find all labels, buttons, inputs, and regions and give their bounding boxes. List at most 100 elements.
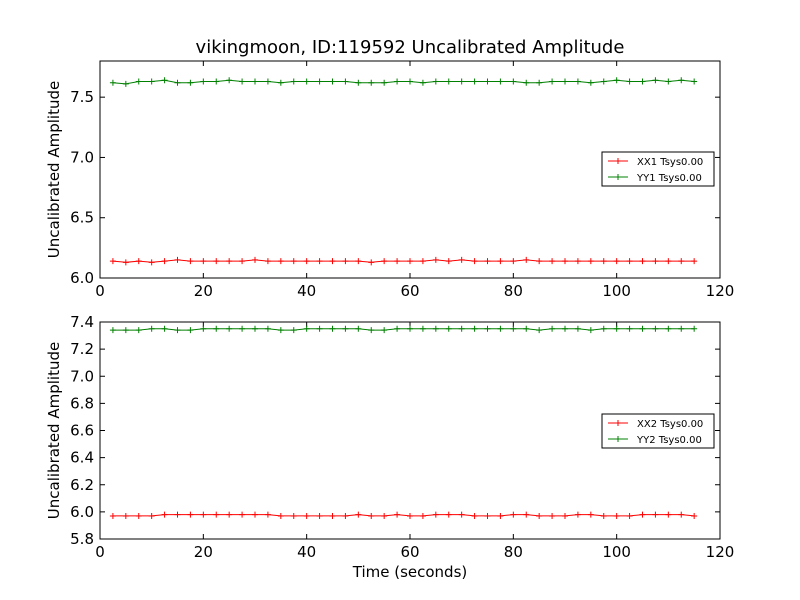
data-point bbox=[652, 258, 659, 265]
data-point bbox=[678, 77, 685, 84]
data-point bbox=[523, 325, 530, 332]
data-point bbox=[432, 511, 439, 518]
x-tick-label: 80 bbox=[504, 543, 523, 561]
data-point bbox=[458, 78, 465, 85]
data-point bbox=[536, 258, 543, 265]
data-point bbox=[148, 512, 155, 519]
data-point bbox=[484, 258, 491, 265]
data-point bbox=[510, 325, 517, 332]
data-point bbox=[600, 512, 607, 519]
data-point bbox=[200, 511, 207, 518]
data-point bbox=[471, 325, 478, 332]
data-point bbox=[613, 325, 620, 332]
data-point bbox=[574, 325, 581, 332]
data-point bbox=[600, 325, 607, 332]
subplot-1: vikingmoon, ID:119592 Uncalibrated Ampli… bbox=[45, 37, 734, 300]
y-tick-label: 6.0 bbox=[70, 269, 94, 287]
y-tick-label: 7.4 bbox=[70, 313, 94, 331]
y-axis-label: Uncalibrated Amplitude bbox=[45, 81, 63, 258]
data-point bbox=[303, 512, 310, 519]
data-point bbox=[523, 511, 530, 518]
legend-marker bbox=[615, 436, 621, 442]
data-point bbox=[445, 78, 452, 85]
data-point bbox=[290, 512, 297, 519]
data-point bbox=[471, 78, 478, 85]
data-point bbox=[342, 512, 349, 519]
data-point bbox=[252, 78, 258, 85]
data-point bbox=[665, 78, 672, 85]
data-point bbox=[174, 511, 181, 518]
y-tick-label: 7.5 bbox=[70, 88, 94, 106]
data-point bbox=[510, 511, 517, 518]
data-point bbox=[148, 325, 155, 332]
data-point bbox=[329, 512, 336, 519]
data-point bbox=[678, 325, 685, 332]
subplot-2: 0 20 40 60 80 100 120 5.8 6.0 6.2 6.4 6.6 6.8 7.0 7.2 7… bbox=[45, 313, 734, 581]
data-point bbox=[277, 79, 284, 86]
series-line bbox=[112, 328, 695, 331]
x-tick-label: 120 bbox=[706, 543, 735, 561]
data-point bbox=[316, 78, 323, 85]
data-point bbox=[394, 511, 401, 518]
data-point bbox=[264, 258, 271, 265]
data-point bbox=[161, 258, 168, 265]
data-point bbox=[264, 511, 271, 518]
data-point bbox=[394, 258, 401, 265]
data-point bbox=[549, 78, 556, 85]
y-tick-label: 7.0 bbox=[70, 367, 94, 385]
data-point bbox=[122, 512, 129, 519]
x-axis-label: Time (seconds) bbox=[352, 563, 468, 581]
data-point bbox=[355, 325, 362, 332]
data-point bbox=[497, 78, 504, 85]
legend-box bbox=[601, 413, 715, 449]
data-point bbox=[678, 511, 685, 518]
data-point bbox=[277, 258, 284, 265]
data-point bbox=[109, 79, 116, 86]
data-point bbox=[355, 79, 362, 86]
data-point bbox=[419, 325, 426, 332]
data-point bbox=[639, 78, 646, 85]
y-tick-label: 6.4 bbox=[70, 449, 94, 467]
series-line bbox=[112, 514, 695, 517]
data-point bbox=[574, 78, 581, 85]
data-point bbox=[407, 325, 413, 332]
data-point bbox=[497, 512, 504, 519]
data-point bbox=[639, 258, 646, 265]
series-line bbox=[112, 259, 695, 263]
data-point bbox=[252, 256, 258, 263]
data-point bbox=[407, 512, 413, 519]
data-point bbox=[381, 327, 388, 334]
data-point bbox=[355, 258, 362, 265]
chart-title: vikingmoon, ID:119592 Uncalibrated Ampli… bbox=[196, 37, 625, 58]
x-tick-label: 0 bbox=[95, 282, 105, 300]
data-point bbox=[329, 258, 336, 265]
y-tick-label: 6.6 bbox=[70, 422, 94, 440]
legend-label: YY2 Tsys0.00 bbox=[636, 435, 702, 446]
data-point bbox=[174, 256, 181, 263]
data-point bbox=[613, 77, 620, 84]
data-point bbox=[523, 256, 530, 263]
series-1 bbox=[109, 511, 698, 519]
data-point bbox=[458, 511, 465, 518]
data-point bbox=[303, 258, 310, 265]
y-tick-label: 6.8 bbox=[70, 394, 94, 412]
data-point bbox=[419, 512, 426, 519]
data-point bbox=[523, 79, 530, 86]
data-point bbox=[484, 512, 491, 519]
data-point bbox=[407, 258, 413, 265]
data-point bbox=[187, 511, 194, 518]
series-line bbox=[112, 79, 695, 85]
data-point bbox=[135, 512, 142, 519]
data-point bbox=[213, 325, 220, 332]
data-point bbox=[290, 327, 297, 334]
legend-marker bbox=[615, 174, 621, 180]
data-point bbox=[213, 258, 220, 265]
data-point bbox=[626, 512, 633, 519]
data-point bbox=[394, 78, 401, 85]
data-point bbox=[639, 511, 646, 518]
data-point bbox=[226, 325, 233, 332]
data-point bbox=[303, 78, 310, 85]
data-point bbox=[432, 78, 439, 85]
x-tick-label: 20 bbox=[194, 543, 213, 561]
